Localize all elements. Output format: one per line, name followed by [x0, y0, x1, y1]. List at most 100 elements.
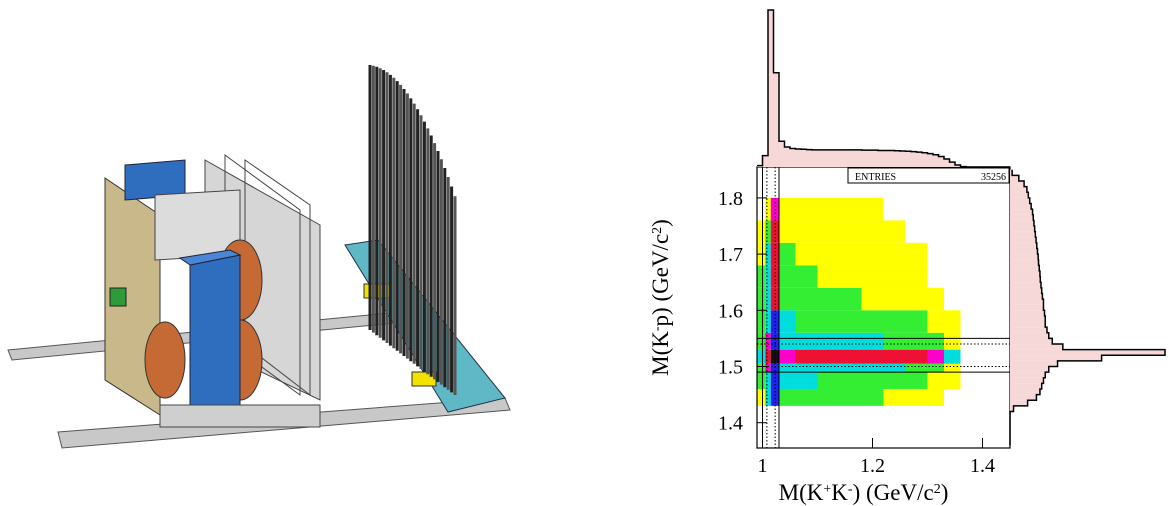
- x-projection-bar: [817, 149, 823, 167]
- cell: [861, 197, 884, 221]
- y-axis-label-part: M(K: [648, 331, 673, 376]
- x-axis-label-part: -: [848, 482, 853, 497]
- y-tick-label: 1.4: [718, 413, 743, 435]
- x-projection-bar: [922, 152, 928, 167]
- y-projection-bar: [1010, 181, 1025, 187]
- y-projection-bar: [1010, 209, 1033, 215]
- cell: [839, 363, 862, 373]
- cell: [757, 220, 766, 243]
- cell: [839, 332, 862, 350]
- base: [159, 404, 321, 428]
- cell: [765, 310, 771, 333]
- cell: [795, 310, 818, 333]
- y-projection-bar: [1010, 377, 1044, 384]
- x-projection-bar: [933, 154, 939, 167]
- cell: [883, 220, 906, 243]
- cell: [817, 310, 840, 333]
- cell: [927, 363, 944, 373]
- x-projection-bar: [801, 149, 807, 167]
- y-tick-label: 1.7: [718, 244, 743, 266]
- y-projection-bar: [1010, 315, 1046, 322]
- x-axis-label: M(K+K-) (GeV/c2): [779, 480, 949, 505]
- cell: [839, 388, 862, 406]
- x-projection-bar: [790, 148, 796, 167]
- cell: [861, 220, 884, 243]
- y-tick-label: 1.5: [718, 357, 743, 379]
- cell: [779, 265, 796, 288]
- cell: [905, 388, 928, 406]
- coil: [144, 321, 186, 399]
- y-projection-bar: [1010, 276, 1041, 283]
- cell: [757, 363, 766, 373]
- y-projection-bar: [1010, 192, 1029, 198]
- cell: [795, 349, 818, 364]
- x-projection-bar: [850, 149, 856, 167]
- cell: [817, 242, 840, 266]
- x-projection-bar: [938, 156, 944, 167]
- cell: [927, 372, 944, 389]
- cell: [779, 287, 796, 311]
- cell: [779, 242, 796, 266]
- y-projection-bar: [1010, 299, 1044, 305]
- x-projection-bar: [916, 152, 922, 167]
- cell: [944, 332, 961, 350]
- y-projection-bar: [1010, 344, 1063, 350]
- y-projection-outline: [1009, 169, 1166, 446]
- cell: [883, 242, 906, 266]
- cell: [861, 372, 884, 389]
- x-axis-label-part: 2: [934, 482, 941, 497]
- x-projection-bar: [949, 162, 955, 167]
- cell: [779, 197, 796, 221]
- cell: [839, 287, 862, 311]
- cell: [795, 242, 818, 266]
- magnet-block: [189, 254, 241, 426]
- cell: [883, 388, 906, 406]
- y-projection-bar: [1010, 287, 1042, 294]
- x-projection-bar: [872, 150, 878, 167]
- connector: [109, 287, 127, 307]
- cell: [861, 349, 884, 364]
- cell: [795, 372, 818, 389]
- cell: [757, 310, 766, 333]
- y-projection-bar: [1010, 372, 1046, 378]
- y-projection-bar: [1010, 394, 1037, 401]
- y-projection-bar: [1010, 360, 1058, 367]
- cell: [883, 372, 906, 389]
- y-projection-bar: [1010, 304, 1044, 311]
- y-projection-bar: [1010, 366, 1049, 373]
- cell: [757, 349, 766, 364]
- x-projection-bar: [867, 150, 873, 167]
- x-projection-bar: [927, 153, 933, 167]
- cell: [795, 265, 818, 288]
- cell: [765, 363, 771, 373]
- cell: [765, 220, 771, 243]
- cell: [817, 220, 840, 243]
- x-projection-bar: [861, 150, 867, 167]
- cell: [927, 388, 944, 406]
- cell: [795, 287, 818, 311]
- cell: [817, 388, 840, 406]
- cell: [765, 242, 771, 266]
- cell: [883, 332, 906, 350]
- x-projection-bar: [856, 149, 862, 167]
- x-projection-bar: [883, 150, 889, 167]
- cell: [861, 332, 884, 350]
- cell: [905, 349, 928, 364]
- cell: [817, 332, 840, 350]
- y-projection-bar: [1010, 282, 1041, 288]
- x-axis-label-part: M(K: [779, 480, 824, 505]
- y-projection-bar: [1010, 327, 1047, 333]
- x-projection-bar: [784, 147, 790, 167]
- cell: [817, 349, 840, 364]
- y-projection-bar: [1010, 203, 1032, 210]
- cell: [944, 310, 961, 333]
- x-axis-label-part: ): [941, 480, 949, 505]
- cell: [765, 332, 771, 350]
- cell: [905, 310, 928, 333]
- cell: [757, 388, 766, 406]
- cell: [817, 363, 840, 373]
- x-projection-bar: [911, 151, 917, 167]
- x-projection-bar: [905, 151, 911, 167]
- cell: [765, 197, 771, 221]
